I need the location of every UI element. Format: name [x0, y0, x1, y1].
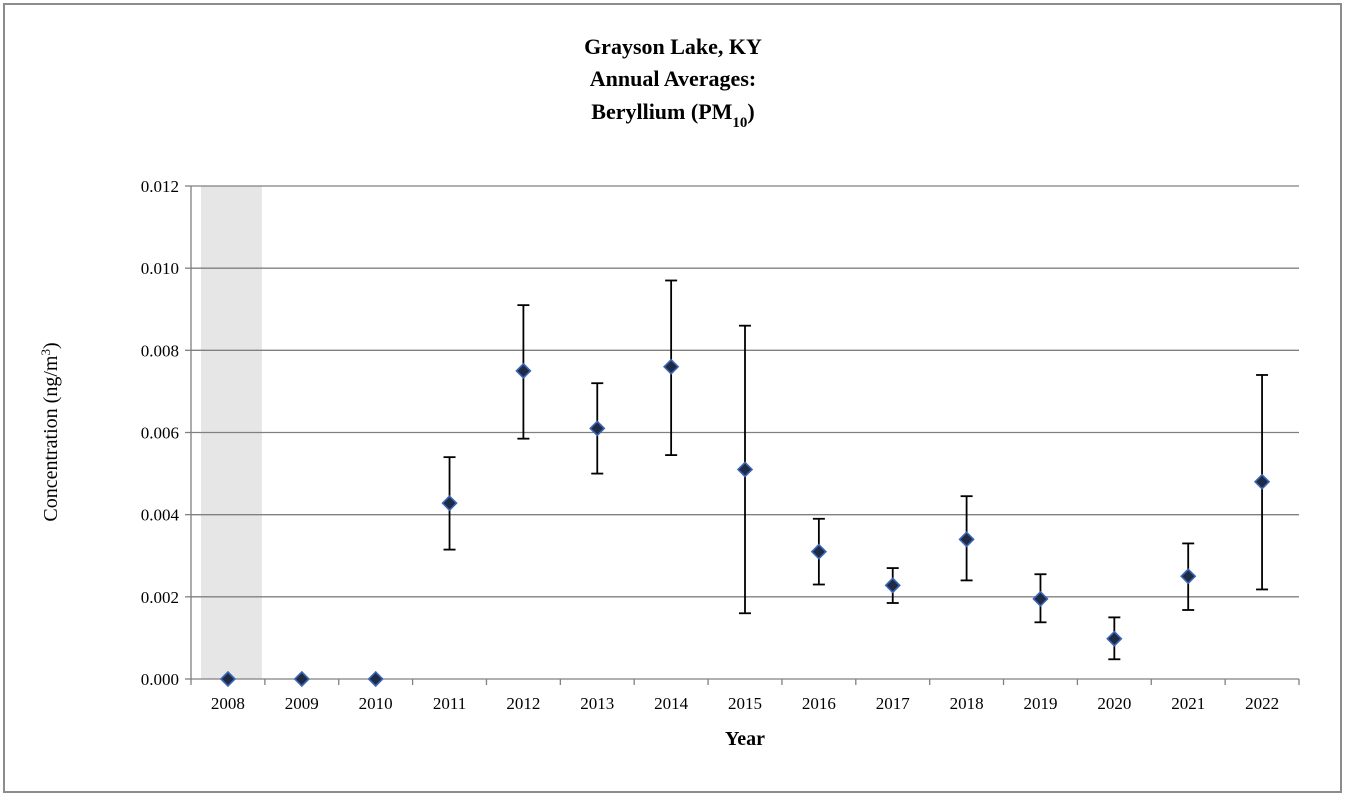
- data-point: [663, 358, 680, 375]
- title-line-1: Grayson Lake, KY: [584, 34, 762, 59]
- y-tick-label: 0.006: [141, 424, 179, 443]
- y-tick-label: 0.008: [141, 341, 179, 360]
- y-tick-label: 0.004: [141, 506, 180, 525]
- x-tick-label: 2012: [506, 694, 540, 713]
- x-tick-label: 2017: [876, 694, 911, 713]
- data-point: [1032, 590, 1049, 608]
- data-point: [1253, 473, 1271, 490]
- chart-title: Grayson Lake, KY Annual Averages: Berylliu…: [584, 34, 762, 131]
- x-tick-label: 2014: [654, 694, 689, 713]
- y-axis-title: Concentration (ng/m3): [38, 342, 63, 521]
- x-tick-label: 2022: [1245, 694, 1279, 713]
- title-line-3: Beryllium (PM10): [591, 99, 754, 131]
- x-tick-label: 2020: [1097, 694, 1131, 713]
- x-tick-label: 2016: [802, 694, 836, 713]
- data-point: [219, 670, 237, 688]
- data-point: [293, 670, 310, 688]
- x-tick-label: 2008: [211, 694, 245, 713]
- x-tick-label: 2015: [728, 694, 762, 713]
- data-point: [810, 543, 827, 560]
- title-line-2: Annual Averages:: [590, 66, 756, 91]
- y-tick-label: 0.000: [141, 670, 179, 689]
- y-tick-label: 0.012: [141, 177, 179, 196]
- x-tick-label: 2018: [950, 694, 984, 713]
- data-point: [367, 670, 384, 688]
- x-tick-label: 2013: [580, 694, 614, 713]
- axes: [185, 185, 1300, 685]
- y-tick-label: 0.010: [141, 259, 179, 278]
- x-tick-label: 2021: [1171, 694, 1205, 713]
- axis-labels: 0.000 0.002 0.004 0.006 0.008 0.010 0.012 2008 2…: [38, 177, 1280, 750]
- x-tick-label: 2010: [359, 694, 393, 713]
- data-point: [515, 362, 532, 380]
- x-axis-title: Year: [725, 728, 765, 750]
- data-point: [958, 531, 975, 548]
- data-point: [441, 495, 458, 512]
- x-tick-label: 2011: [433, 694, 466, 713]
- x-tick-label: 2019: [1023, 694, 1057, 713]
- x-tick-label: 2009: [285, 694, 319, 713]
- y-tick-label: 0.002: [141, 588, 179, 607]
- data-point: [1106, 630, 1123, 647]
- data-point: [589, 420, 606, 437]
- data-point: [1180, 568, 1197, 585]
- data-point: [884, 577, 901, 594]
- data-point: [736, 461, 754, 478]
- data-series: [219, 279, 1271, 688]
